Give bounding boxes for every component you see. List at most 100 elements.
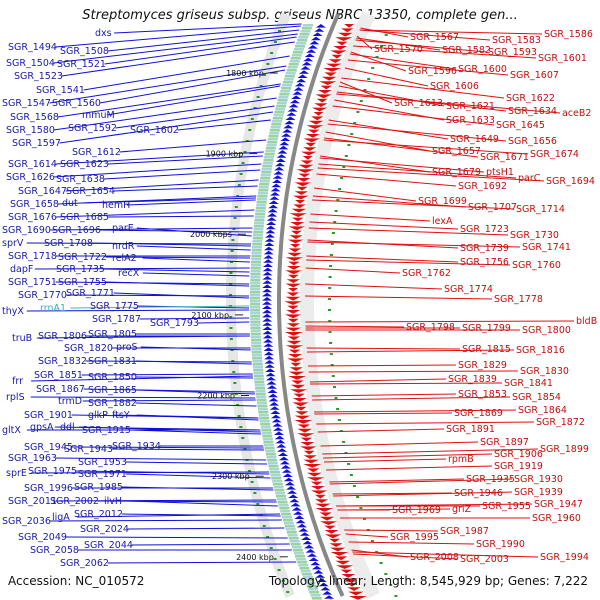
gene-label-forward[interactable]: SGR_1901 xyxy=(24,410,73,421)
gene-label-reverse[interactable]: SGR_1774 xyxy=(444,284,493,295)
gene-label-reverse[interactable]: SGR_1939 xyxy=(514,487,563,498)
gene-label-reverse[interactable]: SGR_1583 xyxy=(492,35,541,46)
gene-label-reverse[interactable]: SGR_1601 xyxy=(538,53,587,64)
gene-label-forward[interactable]: SGR_1602 xyxy=(130,125,179,136)
gene-label-reverse[interactable]: SGR_1869 xyxy=(454,408,503,419)
gene-label-reverse[interactable]: SGR_1714 xyxy=(516,204,565,215)
gene-label-forward[interactable]: rplS xyxy=(6,392,25,403)
gene-label-reverse[interactable]: SGR_1674 xyxy=(530,149,579,160)
gene-label-reverse[interactable]: SGR_1839 xyxy=(448,374,497,385)
gene-label-reverse[interactable]: SGR_1930 xyxy=(514,474,563,485)
gene-label-forward[interactable]: SGR_1755 xyxy=(58,277,107,288)
gene-label-reverse[interactable]: SGR_1756 xyxy=(460,257,509,268)
gene-label-forward[interactable]: ligA xyxy=(52,512,70,523)
gene-label-forward[interactable]: SGR_1541 xyxy=(36,85,85,96)
gene-label-forward[interactable]: SGR_1865 xyxy=(88,385,137,396)
gene-label-forward[interactable]: SGR_1787 xyxy=(92,314,141,325)
gene-label-reverse[interactable]: SGR_1622 xyxy=(506,93,555,104)
gene-label-reverse[interactable]: SGR_1730 xyxy=(510,230,559,241)
gene-label-reverse[interactable]: SGR_1596 xyxy=(408,66,457,77)
gene-label-reverse[interactable]: SGR_1739 xyxy=(460,243,509,254)
gene-label-reverse[interactable]: SGR_1707 xyxy=(468,202,517,213)
gene-label-forward[interactable]: sprE xyxy=(6,468,27,479)
gene-label-forward[interactable]: SGR_2044 xyxy=(84,540,133,551)
gene-label-forward[interactable]: SGR_1560 xyxy=(52,98,101,109)
gene-label-forward[interactable]: SGR_1867 xyxy=(36,384,85,395)
gene-label-reverse[interactable]: SGR_1995 xyxy=(390,532,439,543)
gene-label-forward[interactable]: SGR_1775 xyxy=(90,301,139,312)
gene-label-reverse[interactable]: SGR_1815 xyxy=(462,344,511,355)
gene-label-forward[interactable]: dut xyxy=(62,198,78,209)
gene-label-forward[interactable]: SGR_1623 xyxy=(60,159,109,170)
gene-label-reverse[interactable]: SGR_1798 xyxy=(406,322,455,333)
gene-label-forward[interactable]: SGR_1985 xyxy=(74,482,123,493)
gene-label-forward[interactable]: SGR_1806 xyxy=(38,331,87,342)
gene-label-reverse[interactable]: SGR_1657 xyxy=(432,146,481,157)
gene-label-forward[interactable]: SGR_2012 xyxy=(74,509,123,520)
gene-label-reverse[interactable]: SGR_1799 xyxy=(462,323,511,334)
gene-label-forward[interactable]: SGR_1658 xyxy=(10,199,59,210)
gene-label-reverse[interactable]: SGR_1906 xyxy=(494,449,543,460)
gene-label-reverse[interactable]: SGR_1872 xyxy=(536,417,585,428)
gene-label-reverse[interactable]: SGR_1899 xyxy=(540,444,589,455)
rna-label[interactable]: rrnA1 xyxy=(40,303,66,314)
gene-label-forward[interactable]: ftsY xyxy=(112,410,130,421)
gene-label-forward[interactable]: SGR_1805 xyxy=(88,329,137,340)
gene-label-reverse[interactable]: SGR_1699 xyxy=(418,196,467,207)
gene-label-reverse[interactable]: SGR_1829 xyxy=(458,360,507,371)
gene-label-reverse[interactable]: aceB2 xyxy=(562,108,591,119)
gene-label-reverse[interactable]: SGR_1694 xyxy=(546,176,595,187)
gene-label-forward[interactable]: glkP xyxy=(88,410,108,421)
gene-label-forward[interactable]: SGR_2024 xyxy=(80,524,129,535)
gene-label-forward[interactable]: SGR_1685 xyxy=(60,212,109,223)
gene-label-forward[interactable]: SGR_1580 xyxy=(6,125,55,136)
gene-label-forward[interactable]: hemH xyxy=(102,200,130,211)
gene-label-forward[interactable]: gltX xyxy=(2,425,21,436)
gene-label-reverse[interactable]: SGR_1800 xyxy=(522,325,571,336)
gene-label-forward[interactable]: SGR_1676 xyxy=(8,212,57,223)
gene-label-forward[interactable]: SGR_2036 xyxy=(2,516,51,527)
gene-label-forward[interactable]: SGR_2011 xyxy=(8,496,57,507)
gene-label-forward[interactable]: SGR_1592 xyxy=(68,123,117,134)
gene-label-forward[interactable]: ddl xyxy=(60,422,75,433)
gene-label-reverse[interactable]: SGR_1994 xyxy=(540,552,589,563)
gene-label-forward[interactable]: SGR_2049 xyxy=(18,532,67,543)
gene-label-forward[interactable]: SGR_1523 xyxy=(14,71,63,82)
gene-label-forward[interactable]: dapF xyxy=(10,264,33,275)
gene-label-forward[interactable]: SGR_1915 xyxy=(82,425,131,436)
gene-label-forward[interactable]: SGR_1971 xyxy=(78,469,127,480)
gene-label-forward[interactable]: SGR_1521 xyxy=(57,59,106,70)
gene-label-reverse[interactable]: rpmB xyxy=(448,454,474,465)
gene-label-reverse[interactable]: SGR_1567 xyxy=(410,32,459,43)
gene-label-reverse[interactable]: SGR_2008 xyxy=(410,552,459,563)
gene-label-reverse[interactable]: SGR_1760 xyxy=(512,260,561,271)
gene-label-forward[interactable]: relA2 xyxy=(112,253,137,264)
gene-label-forward[interactable]: proS xyxy=(116,342,138,353)
gene-label-forward[interactable]: SGR_1793 xyxy=(150,318,199,329)
gene-label-reverse[interactable]: parC xyxy=(518,173,541,184)
gene-label-forward[interactable]: SGR_2058 xyxy=(30,545,79,556)
gene-label-forward[interactable]: SGR_1638 xyxy=(56,174,105,185)
gene-label-forward[interactable]: SGR_2002 xyxy=(50,496,99,507)
gene-label-forward[interactable]: SGR_1882 xyxy=(88,398,137,409)
gene-label-reverse[interactable]: SGR_1649 xyxy=(450,134,499,145)
gene-label-reverse[interactable]: SGR_1960 xyxy=(532,513,581,524)
gene-label-reverse[interactable]: SGR_1969 xyxy=(392,505,441,516)
gene-label-reverse[interactable]: SGR_1600 xyxy=(458,64,507,75)
gene-label-forward[interactable]: SGR_1850 xyxy=(88,372,137,383)
gene-label-forward[interactable]: nrdR xyxy=(112,241,135,252)
gene-label-forward[interactable]: SGR_1494 xyxy=(8,42,57,53)
gene-label-reverse[interactable]: SGR_1891 xyxy=(446,424,495,435)
gene-label-forward[interactable]: SGR_1953 xyxy=(78,457,127,468)
gene-label-forward[interactable]: SGR_1696 xyxy=(52,225,101,236)
gene-label-forward[interactable]: SGR_1614 xyxy=(8,159,57,170)
gene-label-reverse[interactable]: SGR_1946 xyxy=(454,488,503,499)
gene-label-reverse[interactable]: SGR_1656 xyxy=(508,136,557,147)
gene-label-reverse[interactable]: SGR_1692 xyxy=(458,181,507,192)
gene-label-forward[interactable]: SGR_1508 xyxy=(60,46,109,57)
gene-label-reverse[interactable]: SGR_1723 xyxy=(460,224,509,235)
gene-label-forward[interactable]: SGR_1832 xyxy=(38,356,87,367)
gene-label-forward[interactable]: SGR_1597 xyxy=(12,138,61,149)
gene-label-reverse[interactable]: SGR_1854 xyxy=(512,392,561,403)
gene-label-forward[interactable]: SGR_1943 xyxy=(64,444,113,455)
